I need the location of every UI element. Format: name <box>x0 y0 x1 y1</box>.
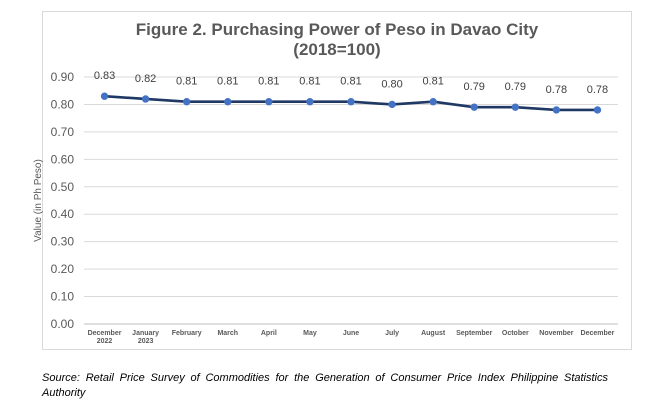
source-note: Source: Retail Price Survey of Commoditi… <box>42 372 608 399</box>
x-tick-label: December <box>88 330 122 337</box>
x-tick-label: 2022 <box>97 338 113 345</box>
data-point <box>511 103 520 111</box>
data-label: 0.81 <box>299 76 320 88</box>
y-tick-label: 0.40 <box>51 207 75 221</box>
data-point <box>224 98 232 106</box>
data-label: 0.79 <box>505 81 526 93</box>
x-tick-label: December <box>581 330 615 337</box>
data-label: 0.83 <box>94 70 115 82</box>
data-label: 0.81 <box>422 76 443 88</box>
y-tick-label: 0.90 <box>51 70 75 84</box>
x-tick-label: April <box>261 330 277 337</box>
y-tick-label: 0.20 <box>51 262 75 276</box>
y-tick-label: 0.10 <box>51 290 75 304</box>
x-tick-label: February <box>172 330 202 337</box>
y-tick-label: 0.70 <box>51 125 75 139</box>
y-tick-label: 0.50 <box>51 180 75 194</box>
data-label: 0.78 <box>587 84 608 96</box>
data-point <box>265 98 273 106</box>
data-point <box>306 98 314 106</box>
chart-title: Figure 2. Purchasing Power of Peso in Da… <box>42 20 632 60</box>
data-label: 0.81 <box>340 76 361 88</box>
y-axis-label: Value (in Ph Peso) <box>33 159 44 242</box>
data-point <box>182 98 191 106</box>
data-label: 0.81 <box>258 76 279 88</box>
y-tick-label: 0.30 <box>51 235 75 249</box>
y-tick-label: 0.00 <box>51 317 75 331</box>
data-label: 0.82 <box>135 73 156 85</box>
x-tick-label: July <box>385 330 399 337</box>
x-tick-label: May <box>303 330 317 337</box>
data-label: 0.78 <box>546 84 567 96</box>
data-point <box>470 103 478 111</box>
data-point <box>429 98 437 106</box>
x-tick-label: August <box>421 330 446 337</box>
data-label: 0.80 <box>381 78 402 90</box>
chart-title-line-1: Figure 2. Purchasing Power of Peso in Da… <box>135 20 539 39</box>
x-tick-label: March <box>217 330 238 337</box>
data-point <box>100 92 109 100</box>
y-tick-label: 0.80 <box>51 97 75 111</box>
data-point <box>593 106 602 114</box>
data-point <box>347 98 355 106</box>
line-chart: 0.00 0.10 0.20 0.30 0.40 0.50 0.60 0.70 0.80 0.90… <box>33 70 618 345</box>
data-point <box>141 95 150 103</box>
x-tick-label: January <box>132 330 159 337</box>
y-tick-label: 0.60 <box>51 152 75 166</box>
x-tick-label: November <box>539 330 574 337</box>
x-tick-label: September <box>456 330 492 337</box>
data-point <box>388 100 396 109</box>
data-label: 0.79 <box>464 81 485 93</box>
data-point <box>552 106 561 114</box>
chart-frame <box>42 11 632 350</box>
data-label: 0.81 <box>217 76 238 88</box>
x-tick-label: October <box>502 330 529 337</box>
chart-title-line-2: (2018=100) <box>293 40 381 59</box>
x-tick-label: June <box>343 330 359 337</box>
x-tick-label: 2023 <box>138 338 154 345</box>
data-label: 0.81 <box>176 76 197 88</box>
